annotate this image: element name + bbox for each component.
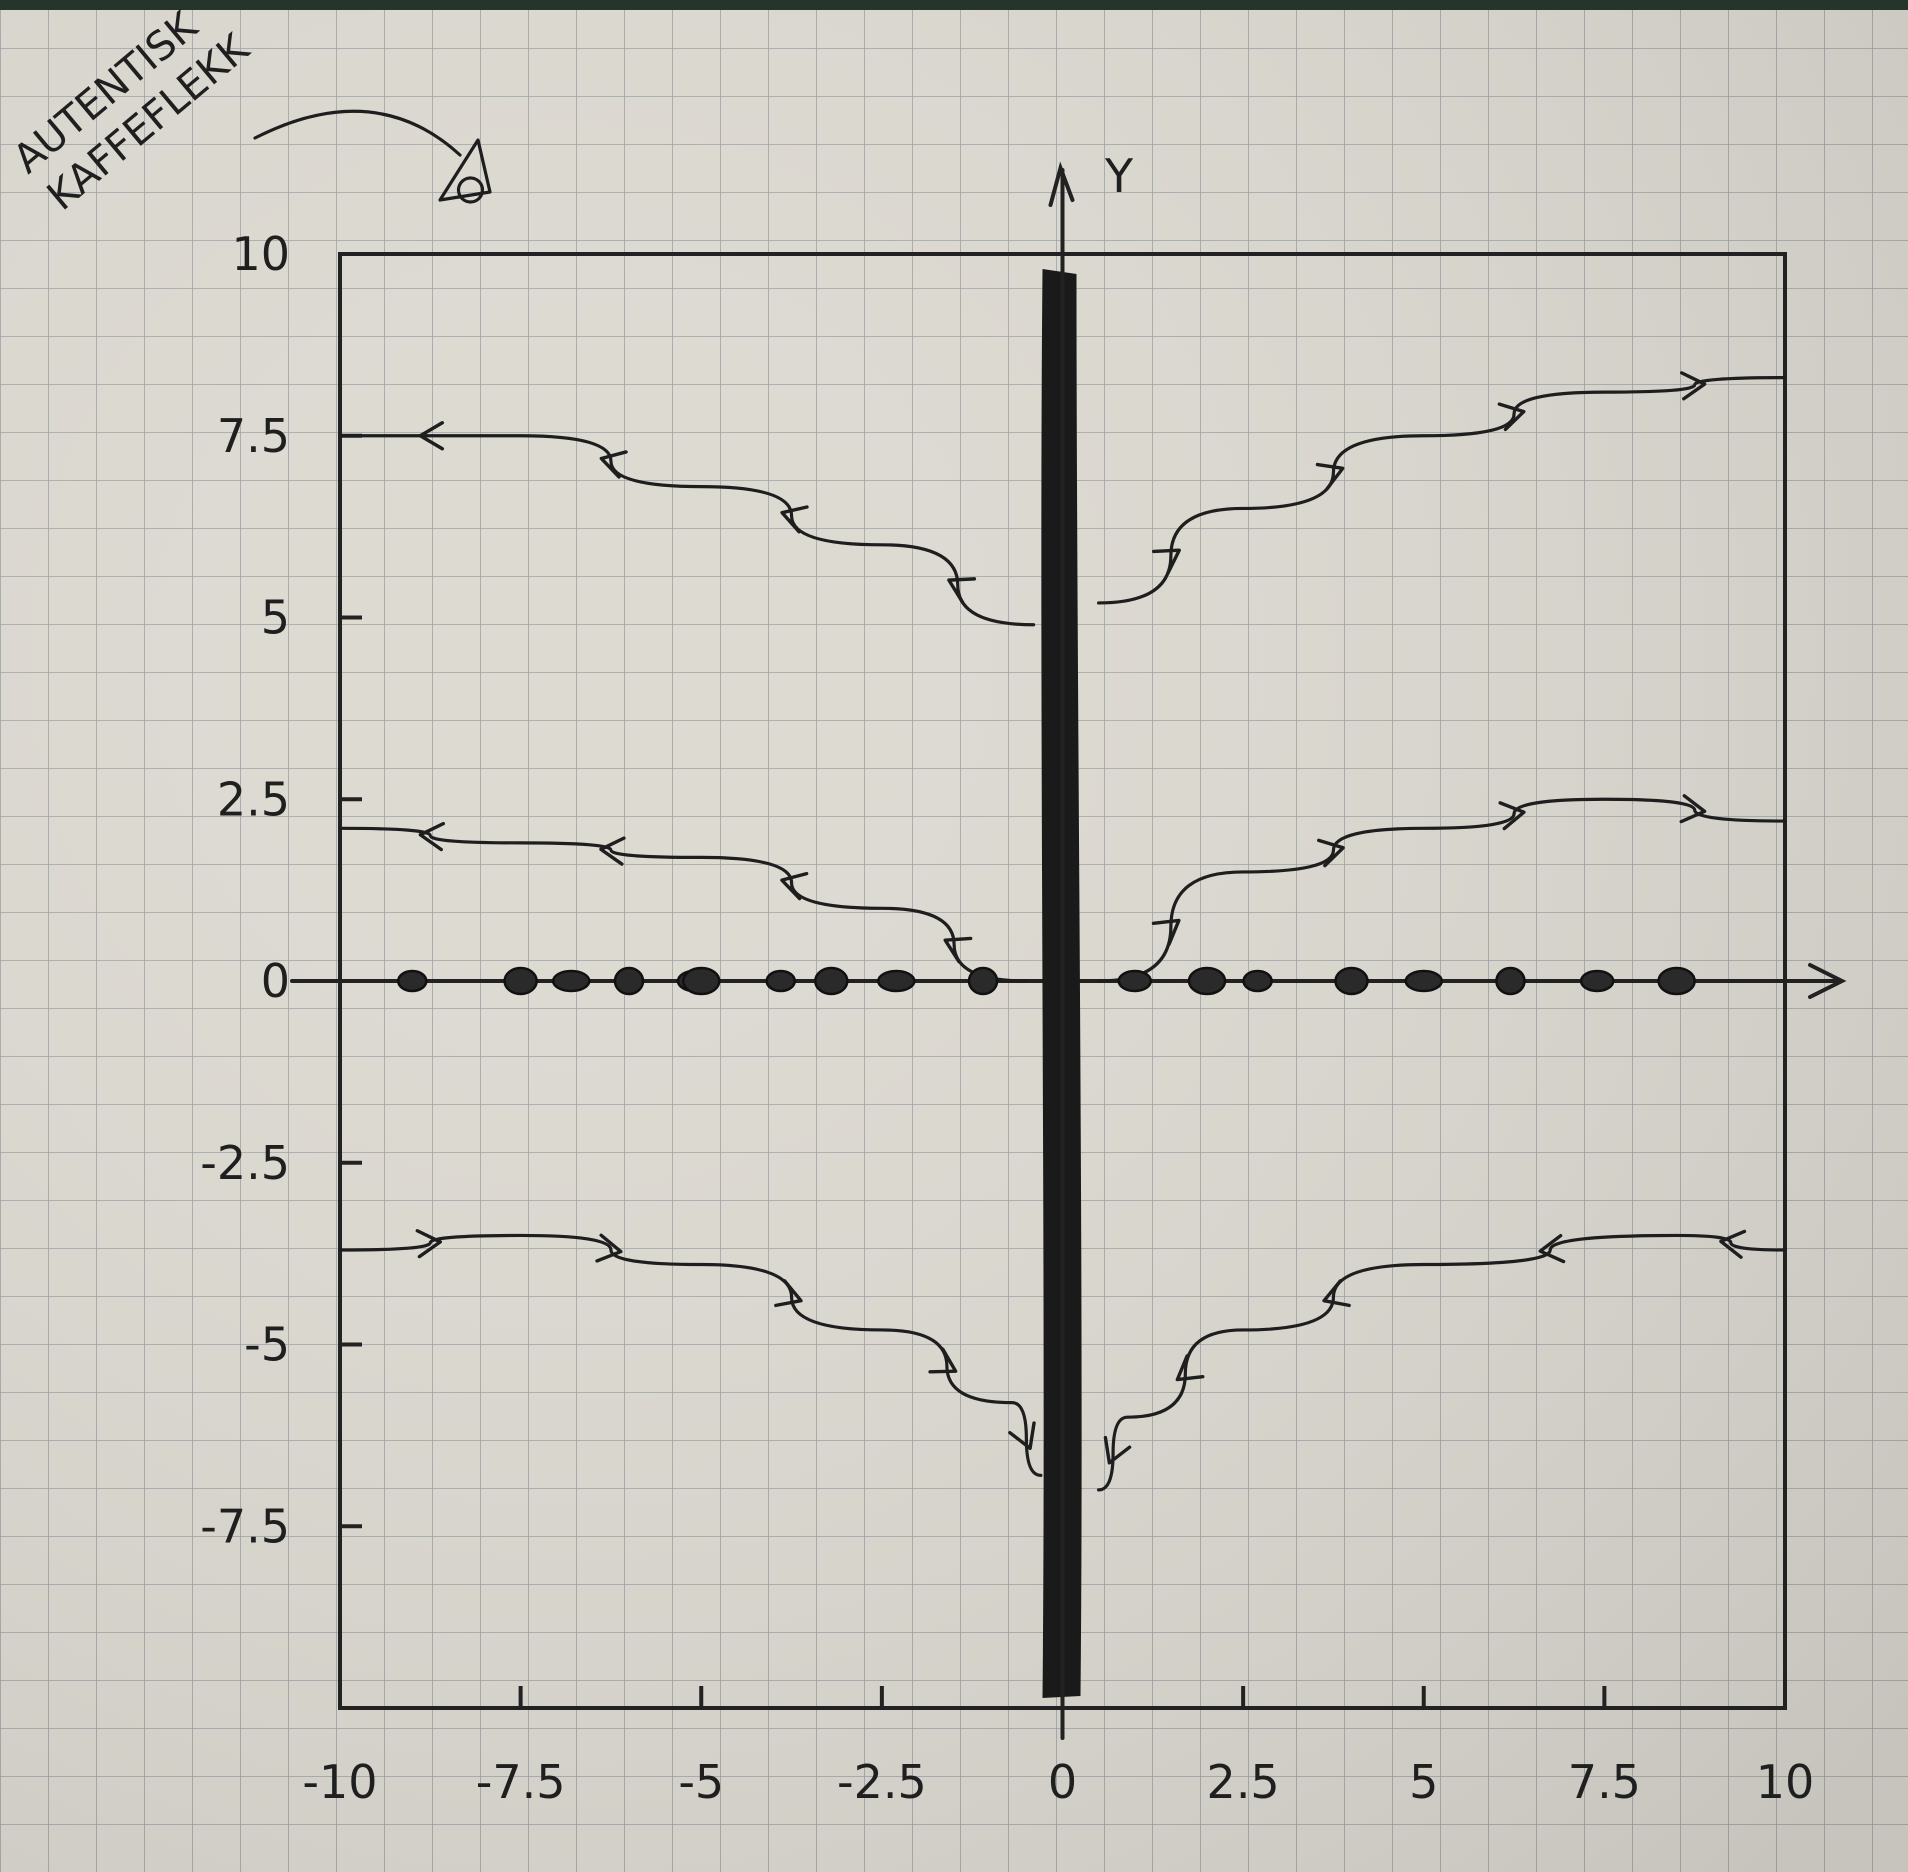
trajectory-arrow [1175, 1354, 1205, 1382]
equilibrium-point [877, 969, 916, 993]
equilibrium-point [397, 969, 428, 993]
trajectory-arrow [947, 577, 977, 604]
trajectory-arrow [1498, 801, 1526, 831]
trajectory-arrow [599, 836, 626, 866]
trajectory-arrow [418, 421, 445, 451]
trajectory-curve [1097, 797, 1787, 983]
trajectory-arrow [1008, 1421, 1036, 1450]
equilibrium-point [1187, 966, 1227, 996]
trajectory-arrow [1317, 838, 1345, 868]
annotation-arrow [253, 109, 462, 157]
trajectory-arrow [780, 871, 809, 901]
trajectory-curve [1097, 1233, 1787, 1492]
equilibrium-point [1579, 969, 1615, 993]
equilibrium-point [814, 966, 849, 996]
x-tick-label: 7.5 [1568, 1755, 1641, 1809]
tick-labels: -10 -7.5 -5 -2.5 0 2.5 5 7.5 10 10 7.5 5 2.5 0 -2.5 -5 -… [200, 227, 1814, 1809]
y-tick-label: 5 [261, 591, 290, 645]
y-tick-label: 2.5 [217, 772, 290, 826]
x-tick-label: 5 [1409, 1755, 1438, 1809]
x-tick-label: -7.5 [476, 1755, 566, 1809]
y-tick-label: -5 [244, 1318, 290, 1372]
trajectory-arrow [1719, 1229, 1747, 1259]
trajectory-arrow [1151, 918, 1181, 946]
equilibrium-point [682, 966, 721, 996]
equilibrium-point [503, 966, 538, 996]
trajectory-curve [338, 826, 1028, 983]
trajectory-arrow [595, 1233, 623, 1263]
trajectory-arrow [415, 1229, 442, 1259]
top-edge-strip [0, 0, 1908, 10]
equilibrium-point [1242, 969, 1273, 993]
y-tick-label: 0 [261, 954, 290, 1008]
x-tick-label: -2.5 [837, 1755, 927, 1809]
y-tick-label: -7.5 [200, 1499, 290, 1553]
trajectory-arrow [1538, 1234, 1566, 1264]
y-axis-name: Y [1104, 149, 1134, 203]
equilibrium-point [1404, 969, 1443, 993]
trajectory-arrow [1152, 548, 1181, 575]
x-tick-label: -5 [678, 1755, 724, 1809]
equilibrium-point [1495, 966, 1526, 996]
trajectories [338, 371, 1787, 1492]
x-tick-label: 10 [1756, 1755, 1815, 1809]
coffee-stain-mark-icon [438, 138, 492, 204]
trajectory-curve [1097, 375, 1787, 605]
trajectory-arrow [1497, 402, 1526, 432]
y-axis-arrowhead [1048, 161, 1075, 207]
trajectory-arrow [1103, 1435, 1132, 1465]
trajectory-arrow [774, 1279, 803, 1308]
trajectory-arrow [1322, 1279, 1351, 1308]
x-axis-arrowhead [1808, 963, 1847, 999]
equilibrium-point [765, 969, 796, 993]
y-tick-label: 7.5 [217, 409, 290, 463]
trajectory-arrow [599, 450, 628, 479]
equilibrium-point [551, 969, 591, 993]
trajectory-arrow [1315, 462, 1345, 491]
trajectory-arrow [943, 936, 973, 964]
trajectory-arrow [1679, 371, 1707, 401]
equilibrium-point [1117, 969, 1152, 993]
trajectory-arrow [418, 821, 446, 852]
trajectory-arrow [780, 505, 809, 534]
x-tick-label: -10 [302, 1755, 377, 1809]
equilibrium-point [1657, 966, 1696, 996]
trajectory-arrow [1679, 794, 1707, 824]
y-tick-label: -2.5 [200, 1136, 290, 1190]
trajectory-arrow [928, 1347, 958, 1374]
x-tick-label: 2.5 [1207, 1755, 1280, 1809]
y-tick-label: 10 [231, 227, 290, 281]
x-tick-label: 0 [1048, 1755, 1077, 1809]
equilibrium-point [613, 966, 645, 996]
equilibrium-point [967, 966, 999, 996]
equilibrium-points [397, 966, 1696, 996]
equilibrium-point [1334, 966, 1369, 996]
trajectory-curve [338, 434, 1036, 627]
